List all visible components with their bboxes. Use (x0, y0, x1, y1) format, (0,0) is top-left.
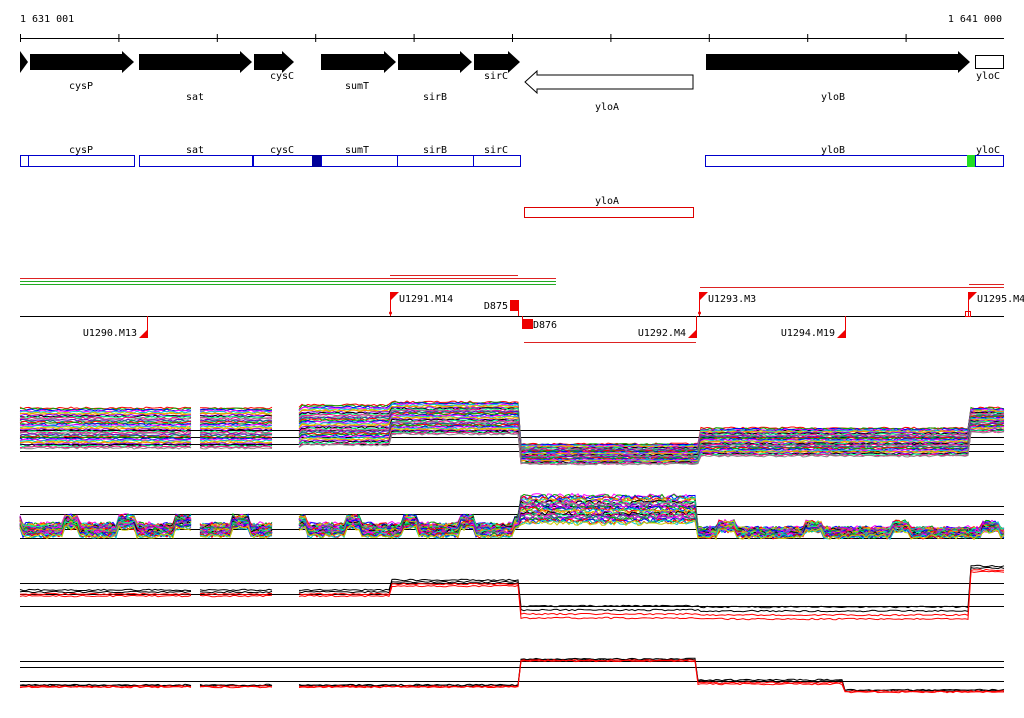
profile-line (19, 564, 1005, 609)
sense-expression-track (19, 400, 1005, 466)
transcription-unit-track: U1291.M14 D875 U1293.M3 U1295.M4 U1290.M… (20, 275, 1024, 343)
terminator-d875[interactable] (510, 300, 518, 311)
sense-segment-sirc[interactable] (473, 155, 521, 167)
unit-label-u1295: U1295.M4 (977, 294, 1024, 305)
gene-arrow-cysc[interactable] (254, 51, 294, 73)
segment-label-ylob: yloB (821, 145, 845, 156)
gene-label-sirb: sirB (423, 92, 447, 103)
gene-arrow-sat[interactable] (139, 51, 252, 73)
antisense-segment-yloa[interactable] (524, 207, 694, 218)
gene-label-sat: sat (186, 92, 204, 103)
profile-line (19, 566, 1005, 613)
gene-label-sumt: sumT (345, 81, 369, 92)
promoter-flag-u1294[interactable] (837, 316, 846, 338)
coordinate-ruler: 1 631 001 1 641 000 (20, 14, 1004, 42)
sense-segment-sirb[interactable] (397, 155, 474, 167)
sense-segment-cysp[interactable] (20, 155, 135, 167)
gene-label-yloa: yloA (595, 102, 619, 113)
unit-label-u1293: U1293.M3 (708, 294, 756, 305)
selected-antisense-track (19, 657, 1005, 694)
antisense-expression-track (19, 492, 1005, 541)
promoter-flag-u1291[interactable] (389, 292, 399, 316)
gene-arrow-sirb[interactable] (398, 51, 472, 73)
gene-label-sirc: sirC (484, 71, 508, 82)
start-coordinate: 1 631 001 (20, 14, 74, 25)
sense-segment-yloc[interactable] (975, 155, 1004, 167)
unit-label-d875: D875 (484, 301, 508, 312)
sense-segment-track: cysP sat cysC sumT sirB sirC yloB yloC (20, 145, 1004, 167)
unit-label-u1291: U1291.M14 (399, 294, 453, 305)
profile-line (19, 568, 1005, 617)
antisense-segment-track: yloA (524, 196, 694, 218)
unit-label-u1290: U1290.M13 (83, 328, 137, 339)
segment-green-mark (967, 155, 975, 167)
gene-arrow-fragment[interactable] (20, 51, 28, 73)
gene-label-cysp: cysP (69, 81, 93, 92)
unit-label-u1294: U1294.M19 (781, 328, 835, 339)
gene-arrow-cysp[interactable] (30, 51, 134, 73)
sense-segment-sumt[interactable] (321, 155, 398, 167)
sense-segment-cysc[interactable] (253, 155, 313, 167)
unit-label-u1292: U1292.M4 (638, 328, 686, 339)
profile-line (19, 659, 1004, 694)
gene-label-cysc: cysC (270, 71, 294, 82)
segment-label-cysc: cysC (270, 145, 294, 156)
gene-arrow-ylob[interactable] (706, 51, 970, 73)
segment-dark-mark (312, 155, 321, 167)
gene-box-yloc[interactable] (975, 55, 1004, 69)
segment-label-cysp: cysP (69, 145, 93, 156)
end-coordinate: 1 641 000 (948, 14, 1002, 25)
segment-label-sirb: sirB (423, 145, 447, 156)
gene-label-yloc: yloC (976, 71, 1000, 82)
profile-line (19, 570, 1005, 621)
gene-arrow-sumt[interactable] (321, 51, 396, 73)
segment-label-yloc: yloC (976, 145, 1000, 156)
promoter-flag-u1292[interactable] (688, 316, 697, 338)
promoter-flag-u1290[interactable] (139, 316, 148, 338)
unit-label-d876: D876 (533, 320, 557, 331)
gene-arrow-sirc[interactable] (474, 51, 520, 73)
segment-label-sat: sat (186, 145, 204, 156)
profile-line (19, 430, 1005, 466)
profile-line (19, 519, 1005, 541)
sense-segment-sat[interactable] (139, 155, 253, 167)
gene-track: cysP sat cysC sumT sirB sirC yloA yloB y… (20, 51, 1004, 113)
gene-arrow-yloa[interactable] (524, 69, 694, 95)
selected-sense-track (19, 564, 1005, 621)
segment-label-sirc: sirC (484, 145, 508, 156)
terminator-d876[interactable] (522, 319, 533, 329)
antisense-label-yloa: yloA (595, 196, 619, 207)
promoter-flag-u1293[interactable] (698, 292, 708, 316)
segment-label-sumt: sumT (345, 145, 369, 156)
gene-label-ylob: yloB (821, 92, 845, 103)
ruler-ticks (20, 34, 907, 42)
promoter-flag-u1295[interactable] (965, 292, 978, 317)
sense-segment-ylob[interactable] (705, 155, 968, 167)
